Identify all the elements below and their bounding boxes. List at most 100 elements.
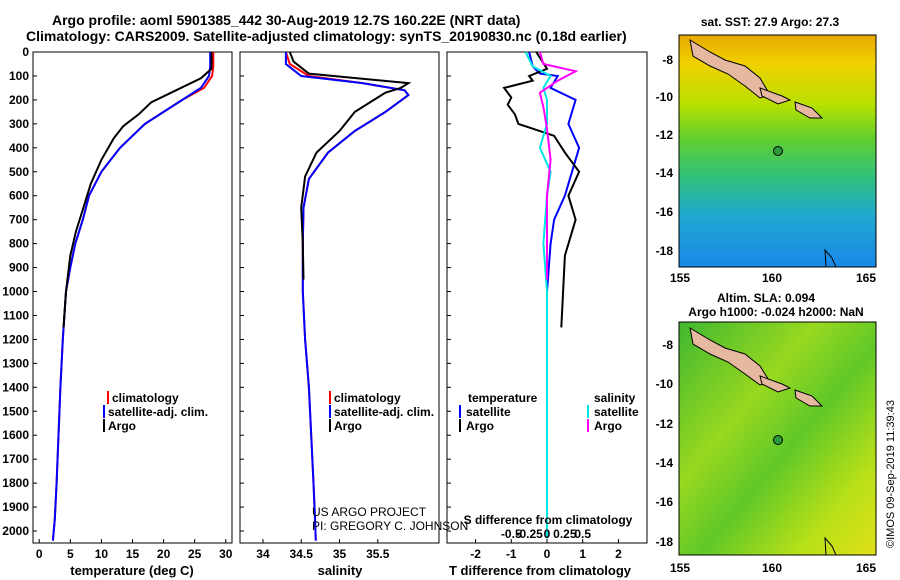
temperature-ytick-label: 1200 <box>2 332 29 346</box>
sst-map <box>678 34 877 268</box>
temperature-series-satellite-adj-clim- <box>51 52 212 541</box>
sla-map-axes: -8 -10 -12 -14 -16 -18 155 160 165 <box>656 338 877 575</box>
difference-legend: temperature satellite Argo salinity sate… <box>459 391 639 433</box>
temperature-ytick-label: 1900 <box>2 500 29 514</box>
salinity-diff-xtick-label: -0.25 <box>515 527 543 541</box>
salinity-plot: 34 34.5 35 35.5 <box>240 51 412 561</box>
legend-argo-label: Argo <box>108 419 136 433</box>
sst-ytick: -12 <box>656 128 674 142</box>
imos-stamp: ©IMOS 09-Sep-2019 11:39:43 <box>885 400 897 548</box>
sla-map <box>678 321 877 556</box>
temperature-series-argo <box>62 52 213 328</box>
temperature-ytick-label: 1800 <box>2 476 29 490</box>
credit-project: US ARGO PROJECT <box>312 505 427 519</box>
difference-series-t-satellite <box>528 51 581 539</box>
coastline <box>759 375 792 393</box>
temperature-xtick-label: 20 <box>157 547 171 561</box>
temperature-ytick-label: 2000 <box>2 524 29 538</box>
salinity-series-argo <box>288 51 412 280</box>
temperature-xtick-label: 5 <box>67 547 74 561</box>
temperature-ytick-label: 600 <box>9 189 29 203</box>
temperature-xtick-label: 0 <box>36 547 43 561</box>
salinity-series-climatology <box>284 51 410 541</box>
sst-ytick: -18 <box>656 244 674 258</box>
temperature-ytick-label: 700 <box>9 213 29 227</box>
difference-series-s-argo <box>538 51 579 280</box>
sst-ytick: -14 <box>656 166 674 180</box>
sst-ytick: -16 <box>656 205 674 219</box>
sla-ytick: -14 <box>656 456 674 470</box>
coastline <box>759 87 792 105</box>
sst-map-axes: -8 -10 -12 -14 -16 -18 155 160 165 <box>656 53 877 285</box>
temperature-ytick-label: 800 <box>9 237 29 251</box>
salinity-panel-frame <box>239 51 440 544</box>
temperature-ytick-label: 1300 <box>2 356 29 370</box>
sla-xtick: 160 <box>762 561 782 575</box>
sla-map-title-2: Argo h1000: -0.024 h2000: NaN <box>688 305 863 319</box>
temperature-ytick-label: 1600 <box>2 428 29 442</box>
coastline <box>824 248 837 268</box>
temperature-ytick-label: 300 <box>9 117 29 131</box>
sst-xtick: 160 <box>762 271 782 285</box>
salinity-xtick-label: 35.5 <box>366 547 390 561</box>
difference-plot: -2 -1 0 1 2 -0.5-0.25 0 0.250.5 <box>447 51 622 561</box>
temperature-series-climatology <box>51 52 215 541</box>
difference-xlabel: T difference from climatology <box>449 563 632 578</box>
title-line-1: Argo profile: aoml 5901385_442 30-Aug-20… <box>52 12 521 28</box>
legend-satellite-label: satellite-adj. clim. <box>334 405 434 419</box>
temperature-ytick-label: 200 <box>9 93 29 107</box>
salinity-xlabel: salinity <box>318 563 364 578</box>
argo-position-marker <box>773 146 783 156</box>
temperature-plot: 0100200300400500600700800900100011001200… <box>2 45 232 561</box>
sla-xtick: 155 <box>670 561 690 575</box>
sla-ytick: -12 <box>656 417 674 431</box>
salinity-diff-xtick-label: 0.25 <box>553 527 577 541</box>
temperature-ytick-label: 400 <box>9 141 29 155</box>
temperature-ytick-label: 1700 <box>2 452 29 466</box>
legend-climatology-label: climatology <box>112 391 179 405</box>
argo-position-marker <box>773 435 783 445</box>
legend-argo-label: Argo <box>334 419 362 433</box>
legend-climatology-label: climatology <box>334 391 401 405</box>
sla-ytick: -8 <box>662 338 673 352</box>
title-line-2: Climatology: CARS2009. Satellite-adjuste… <box>26 28 627 44</box>
sst-xtick: 165 <box>856 271 876 285</box>
sst-ytick: -10 <box>656 90 674 104</box>
temperature-xtick-label: 30 <box>219 547 233 561</box>
temperature-xtick-label: 10 <box>95 547 109 561</box>
salinity-xtick-label: 35 <box>333 547 347 561</box>
sla-map-frame <box>678 321 877 556</box>
salinity-diff-xtick-label: 0 <box>544 527 551 541</box>
coastline <box>794 101 824 119</box>
temperature-xtick-label: 15 <box>126 547 140 561</box>
difference-xtick-label: -2 <box>470 547 481 561</box>
salinity-series-satellite-adj-clim- <box>284 52 410 541</box>
sst-map-title: sat. SST: 27.9 Argo: 27.3 <box>701 15 840 29</box>
temperature-ytick-label: 1000 <box>2 285 29 299</box>
temperature-ytick-label: 900 <box>9 261 29 275</box>
temperature-ytick-label: 100 <box>9 69 29 83</box>
legend-satellite-label: satellite-adj. clim. <box>108 405 208 419</box>
sla-ytick: -18 <box>656 535 674 549</box>
temperature-panel-frame <box>32 51 233 544</box>
salinity-diff-xtick-label: 0.5 <box>574 527 591 541</box>
salinity-xtick-label: 34 <box>256 547 270 561</box>
salinity-diff-xlabel: S difference from climatology <box>464 513 633 527</box>
temperature-ytick-label: 1100 <box>3 308 29 322</box>
temperature-xlabel: temperature (deg C) <box>70 563 194 578</box>
sla-ytick: -10 <box>656 377 674 391</box>
sst-xtick: 155 <box>670 271 690 285</box>
sst-ytick: -8 <box>662 53 673 67</box>
coastline <box>824 536 837 556</box>
temperature-xtick-label: 25 <box>188 547 202 561</box>
salinity-legend: climatology satellite-adj. clim. Argo <box>329 391 434 433</box>
legend-salinity-header: salinity <box>594 391 636 405</box>
legend-s-satellite-label: satellite <box>594 405 639 419</box>
salinity-diff-xtick-label: -0.5 <box>501 527 522 541</box>
coastline <box>794 389 824 407</box>
sst-map-frame <box>678 34 877 268</box>
legend-t-satellite-label: satellite <box>466 405 511 419</box>
sla-ytick: -16 <box>656 495 674 509</box>
temperature-ytick-label: 0 <box>22 45 29 59</box>
